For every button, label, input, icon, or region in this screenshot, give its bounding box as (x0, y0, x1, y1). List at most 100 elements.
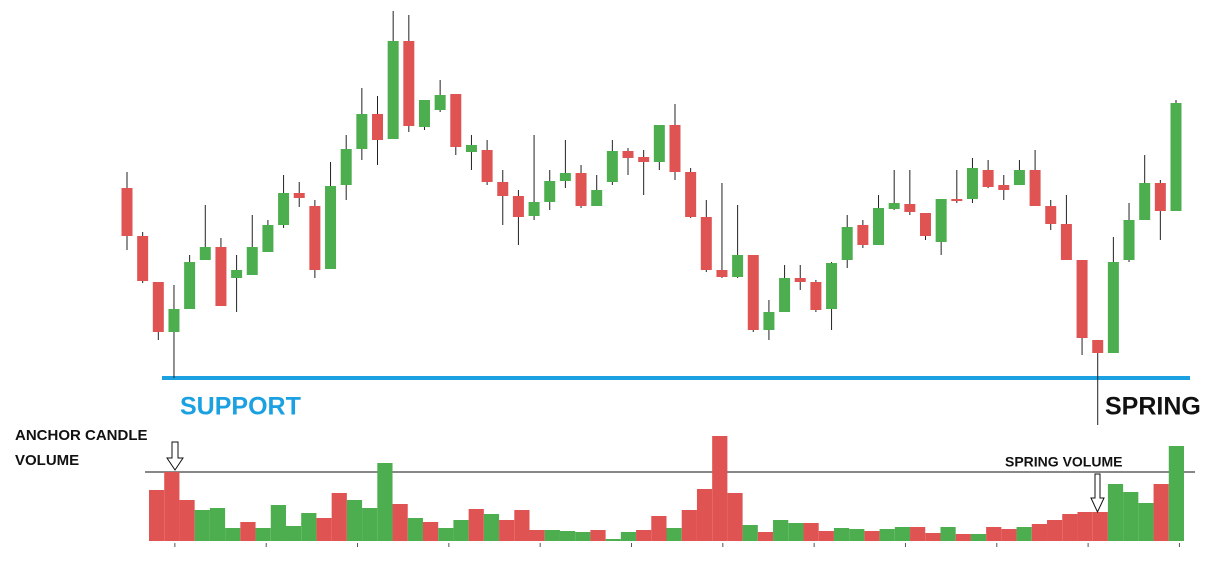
volume-bar (1001, 529, 1017, 541)
candle-body (403, 41, 415, 126)
volume-bar (605, 539, 621, 541)
candle-body (919, 213, 931, 236)
volume-bar (1031, 524, 1048, 541)
candle-body (262, 225, 274, 252)
volume-bar (149, 490, 165, 541)
candle-body (278, 193, 290, 225)
volume-bar (285, 526, 302, 541)
volume-bar (970, 534, 987, 541)
volume-bar (742, 525, 758, 541)
spring-arrow (1090, 473, 1105, 514)
candle-body (121, 188, 133, 236)
candle-body (638, 157, 650, 162)
volume-bar (255, 528, 271, 541)
candle-body (1107, 262, 1119, 353)
candle-body (450, 94, 462, 147)
candle-body (653, 125, 665, 162)
candle-body (606, 151, 618, 182)
volume-bar (438, 528, 454, 541)
volume-bar (696, 489, 713, 541)
volume-bar (194, 510, 210, 541)
candle-body (857, 225, 869, 245)
candle-body (1045, 206, 1057, 224)
volume-bar (636, 530, 652, 541)
volume-bar (986, 527, 1002, 541)
candle-body (998, 185, 1010, 190)
candle-body (465, 145, 477, 152)
volume-bar (179, 500, 195, 541)
candle-body (137, 236, 149, 281)
candle-body (810, 282, 822, 310)
candle-body (231, 270, 243, 278)
volume-bar (209, 508, 226, 541)
volume-bar (788, 523, 804, 541)
volume-bar (483, 514, 500, 541)
volume-bar (651, 516, 667, 541)
volume-bar (468, 509, 484, 541)
candle-body (372, 114, 384, 140)
spring-volume-label: SPRING VOLUME (1005, 454, 1122, 470)
candle-body (622, 151, 634, 158)
volume-bar (1107, 484, 1124, 541)
volume-bar (453, 520, 469, 541)
candle-body (1123, 220, 1135, 260)
candle-body (152, 282, 164, 332)
candle-body (904, 204, 916, 212)
marks (121, 11, 1195, 547)
volume-bar (925, 533, 941, 541)
candle-body (1076, 260, 1088, 338)
candle-body (1060, 224, 1072, 260)
volume-bar (955, 534, 971, 541)
candle-body (512, 196, 524, 217)
candle-body (559, 173, 571, 181)
anchor-volume-label: ANCHOR CANDLE (15, 427, 148, 444)
volume-bar (225, 528, 241, 541)
volume-bar (833, 528, 850, 541)
candle-body (293, 193, 305, 198)
volume-bar (575, 532, 591, 541)
volume-bar (1123, 492, 1139, 541)
volume-bar (377, 463, 393, 541)
candle-body (685, 172, 697, 217)
volume-bar (422, 522, 439, 541)
candle-body (544, 181, 556, 202)
candle-body (935, 199, 947, 242)
volume-bar (1016, 527, 1032, 541)
candle-body (387, 41, 399, 139)
volume-bar (1168, 446, 1184, 541)
candle-body (732, 255, 744, 277)
volume-bar (1092, 512, 1108, 541)
candle-body (873, 208, 885, 245)
volume-bar (559, 531, 576, 541)
volume-bar (1047, 520, 1063, 541)
volume-bar (620, 532, 637, 541)
candle-body (199, 247, 211, 260)
candle-body (1013, 170, 1025, 185)
anchor-arrow (166, 441, 184, 471)
volume-bar (666, 528, 682, 541)
volume-bar (164, 472, 180, 541)
volume-bar (392, 504, 408, 541)
candle-body (168, 309, 180, 332)
volume-bar (910, 527, 926, 541)
volume-bar (894, 527, 911, 541)
volume-bar (240, 522, 256, 541)
volume-bar (849, 529, 865, 541)
candle-body (794, 278, 806, 282)
candle-body (763, 312, 775, 330)
support-label: SUPPORT (180, 393, 301, 421)
volume-bar (773, 520, 789, 541)
volume-bar (529, 530, 545, 541)
volume-bar (301, 513, 317, 541)
volume-bar (712, 436, 728, 541)
candle-body (309, 206, 321, 270)
candle-body (528, 202, 540, 216)
volume-bar (1077, 512, 1093, 541)
volume-bar (499, 520, 515, 541)
volume-bar (1153, 484, 1169, 541)
candle-body (826, 263, 838, 309)
volume-bar (818, 531, 834, 541)
candle-body (246, 247, 258, 275)
volume-bar (879, 529, 895, 541)
